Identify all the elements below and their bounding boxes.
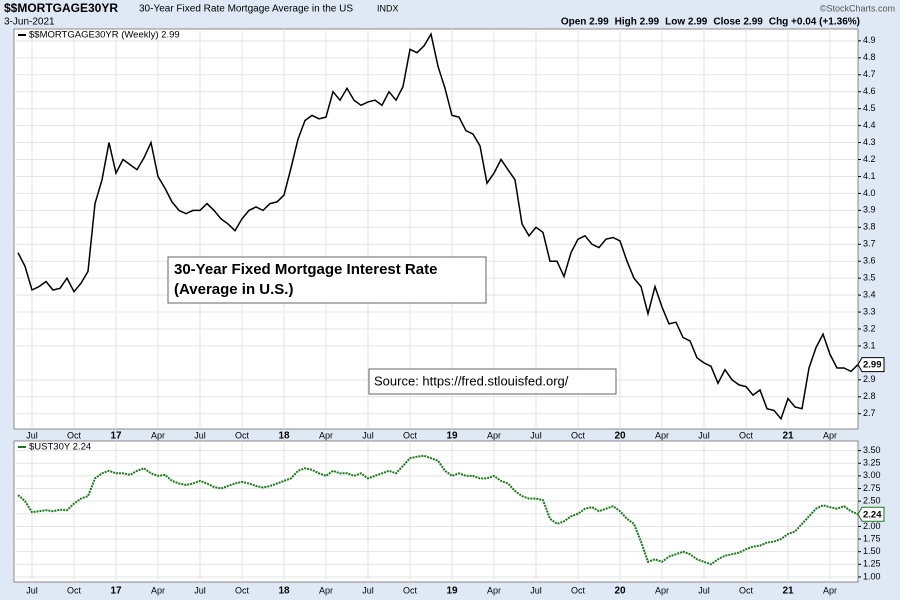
x-tick-label: Jul bbox=[530, 430, 542, 440]
y-tick-label: 4.4 bbox=[863, 120, 876, 130]
x-tick-label: Oct bbox=[403, 585, 418, 595]
x-tick-label: Apr bbox=[487, 585, 501, 595]
legend-label: $$MORTGAGE30YR (Weekly) 2.99 bbox=[29, 30, 180, 41]
x-tick-label: Apr bbox=[319, 585, 333, 595]
y-tick-label: 4.7 bbox=[863, 69, 876, 79]
y-tick-label: 3.8 bbox=[863, 222, 876, 232]
last-value-label: 2.99 bbox=[863, 360, 882, 371]
y-tick-label: 3.00 bbox=[863, 470, 881, 480]
x-tick-label: Jul bbox=[698, 430, 710, 440]
plot-area bbox=[13, 440, 859, 583]
x-tick-label: Apr bbox=[823, 585, 837, 595]
quote: Chg +0.04 (+1.36%) Close 2.99 Low 2.99 High… bbox=[561, 17, 860, 28]
y-tick-label: 4.9 bbox=[863, 35, 876, 45]
y-tick-label: 1.00 bbox=[863, 571, 881, 581]
y-tick-label: 1.50 bbox=[863, 546, 881, 556]
x-tick-label: Apr bbox=[151, 585, 165, 595]
y-tick-label: 2.9 bbox=[863, 374, 876, 384]
last-value-label: 2.24 bbox=[863, 509, 882, 520]
x-tick-label: Apr bbox=[655, 430, 669, 440]
y-tick-label: 3.9 bbox=[863, 205, 876, 215]
last-value-tag bbox=[857, 357, 885, 373]
y-tick-label: 3.6 bbox=[863, 256, 876, 266]
y-tick-label: 3.2 bbox=[863, 323, 876, 333]
x-tick-label: Oct bbox=[739, 585, 754, 595]
quote-item: High 2.99 bbox=[615, 17, 660, 28]
x-tick-label: 21 bbox=[782, 586, 794, 597]
y-tick-label: 3.25 bbox=[863, 458, 881, 468]
plot-area bbox=[13, 28, 859, 430]
legend-label: $UST30Y 2.24 bbox=[29, 442, 91, 453]
y-tick-label: 2.8 bbox=[863, 391, 876, 401]
y-tick-label: 3.5 bbox=[863, 273, 876, 283]
y-tick-label: 3.7 bbox=[863, 239, 876, 249]
y-tick-label: 1.75 bbox=[863, 533, 881, 543]
x-tick-label: Jul bbox=[194, 430, 206, 440]
x-tick-label: 18 bbox=[278, 586, 290, 597]
x-tick-label: Apr bbox=[823, 430, 837, 440]
x-tick-label: 21 bbox=[782, 431, 794, 442]
x-tick-label: Jul bbox=[26, 585, 38, 595]
exchange: INDX bbox=[377, 3, 399, 13]
y-tick-label: 3.1 bbox=[863, 340, 876, 350]
y-tick-label: 4.1 bbox=[863, 171, 876, 181]
x-tick-label: 17 bbox=[110, 431, 122, 442]
y-tick-label: 4.5 bbox=[863, 103, 876, 113]
x-tick-label: Oct bbox=[403, 430, 418, 440]
y-tick-label: 1.25 bbox=[863, 559, 881, 569]
date: 3-Jun-2021 bbox=[4, 17, 55, 28]
y-tick-label: 4.3 bbox=[863, 137, 876, 147]
x-tick-label: Oct bbox=[571, 430, 586, 440]
quote-item: Chg +0.04 (+1.36%) bbox=[769, 17, 860, 28]
series-line bbox=[17, 454, 859, 566]
y-tick-label: 2.7 bbox=[863, 408, 876, 418]
quote-item: Close 2.99 bbox=[713, 17, 763, 28]
x-tick-label: Apr bbox=[319, 430, 333, 440]
x-tick-label: Oct bbox=[67, 585, 82, 595]
y-tick-label: 2.75 bbox=[863, 483, 881, 493]
x-tick-label: Oct bbox=[571, 585, 586, 595]
last-value-tag bbox=[857, 506, 885, 522]
y-tick-label: 3.4 bbox=[863, 289, 876, 299]
x-tick-label: Oct bbox=[235, 430, 250, 440]
y-tick-label: 4.2 bbox=[863, 154, 876, 164]
x-tick-label: Jul bbox=[362, 585, 374, 595]
y-tick-label: 4.8 bbox=[863, 52, 876, 62]
x-tick-label: Jul bbox=[698, 585, 710, 595]
x-tick-label: Apr bbox=[655, 585, 669, 595]
source-box bbox=[368, 368, 617, 395]
x-tick-label: Jul bbox=[194, 585, 206, 595]
annotation: 30-Year Fixed Mortgage Interest Rate bbox=[174, 261, 437, 278]
quote-item: Low 2.99 bbox=[665, 17, 708, 28]
annotation-box bbox=[167, 256, 487, 304]
x-tick-label: Apr bbox=[487, 430, 501, 440]
y-tick-label: 2.00 bbox=[863, 521, 881, 531]
x-tick-label: 20 bbox=[614, 431, 626, 442]
x-tick-label: 17 bbox=[110, 586, 122, 597]
series-line bbox=[17, 32, 859, 421]
source: Source: https://fred.stlouisfed.org/ bbox=[374, 373, 569, 388]
y-tick-label: 4.6 bbox=[863, 86, 876, 96]
x-tick-label: Jul bbox=[362, 430, 374, 440]
brand: ©StockCharts.com bbox=[820, 3, 895, 13]
x-tick-label: Oct bbox=[67, 430, 82, 440]
x-tick-label: 18 bbox=[278, 431, 290, 442]
x-tick-label: Oct bbox=[739, 430, 754, 440]
y-tick-label: 2.50 bbox=[863, 496, 881, 506]
y-tick-label: 4.0 bbox=[863, 188, 876, 198]
y-tick-label: 3.50 bbox=[863, 445, 881, 455]
x-tick-label: Oct bbox=[235, 585, 250, 595]
annotation: (Average in U.S.) bbox=[174, 281, 293, 298]
y-tick-label: 3.3 bbox=[863, 306, 876, 316]
symbol: $$MORTGAGE30YR bbox=[4, 1, 118, 15]
quote-item: Open 2.99 bbox=[561, 17, 609, 28]
x-tick-label: Jul bbox=[530, 585, 542, 595]
x-tick-label: Apr bbox=[151, 430, 165, 440]
x-tick-label: 19 bbox=[446, 431, 458, 442]
x-tick-label: Jul bbox=[26, 430, 38, 440]
description: 30-Year Fixed Rate Mortgage Average in t… bbox=[139, 4, 353, 15]
x-tick-label: 20 bbox=[614, 586, 626, 597]
x-tick-label: 19 bbox=[446, 586, 458, 597]
